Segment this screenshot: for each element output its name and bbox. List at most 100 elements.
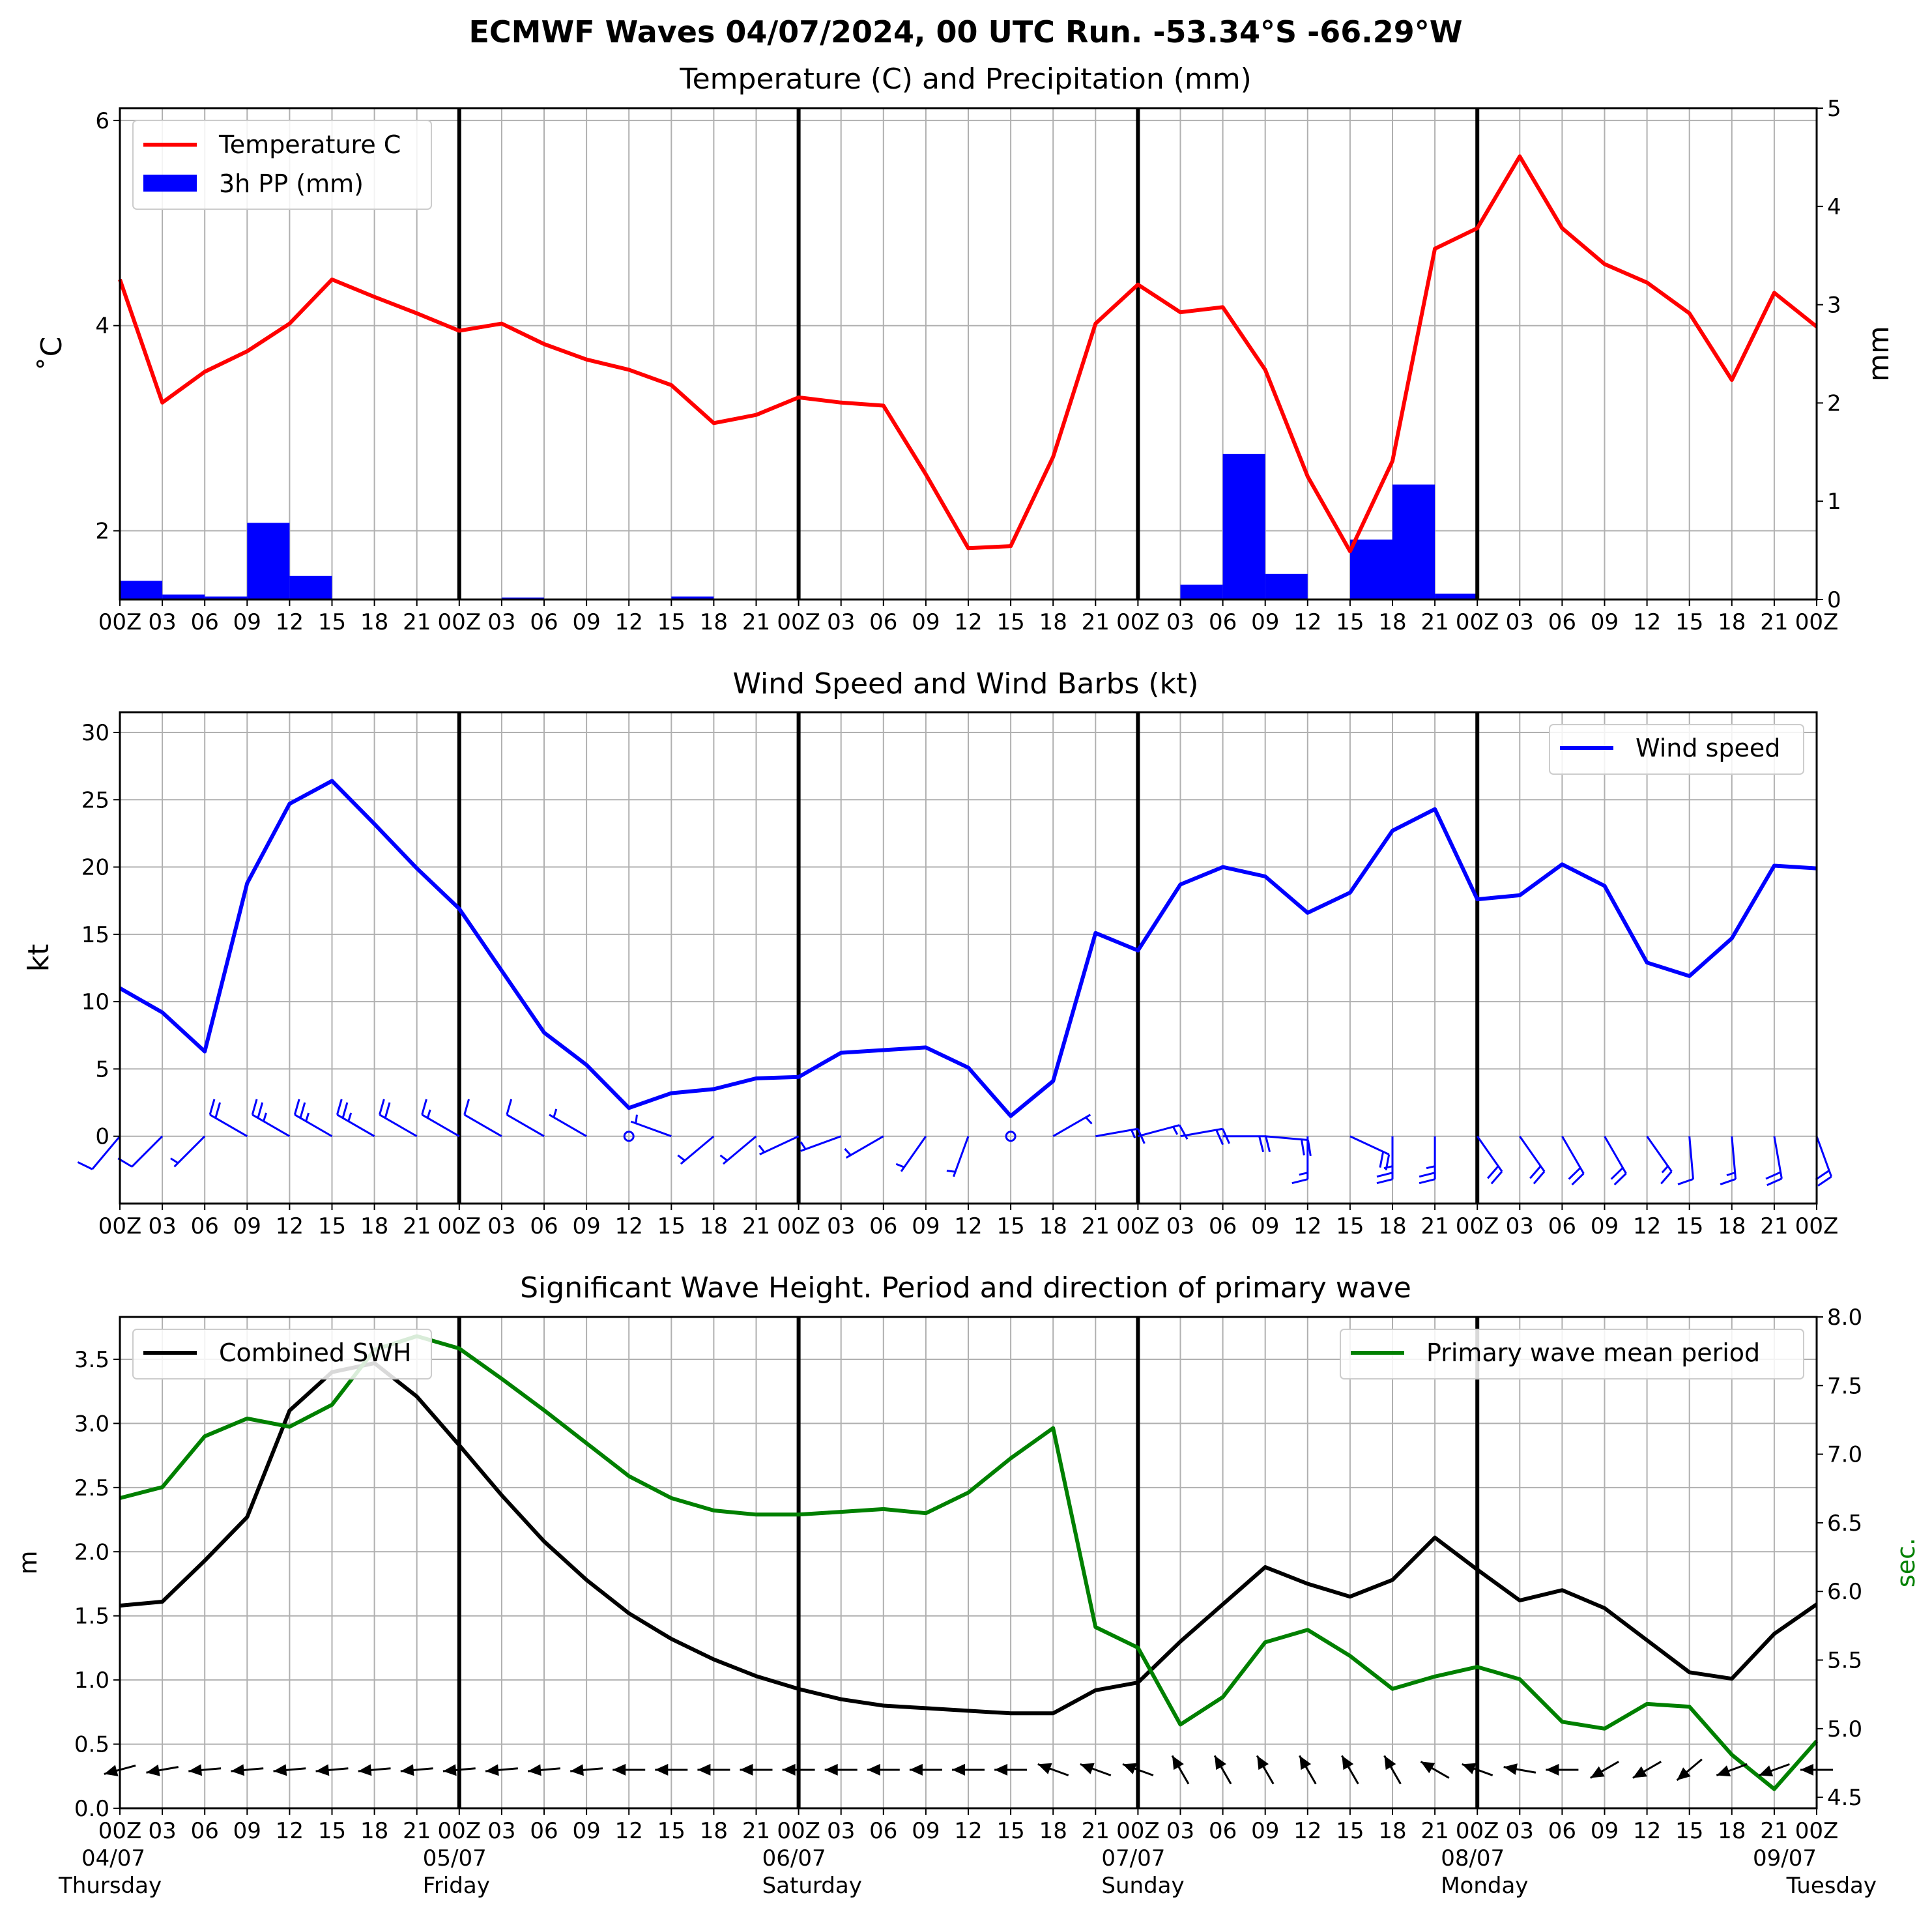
x-tick-label: 03 — [148, 1213, 176, 1239]
wind-barb-half-flag — [677, 1154, 685, 1162]
wave-arrow-head — [1800, 1763, 1813, 1776]
wave-direction-arrow — [1676, 1758, 1703, 1782]
wind-barb-half-flag — [758, 1144, 766, 1153]
wind-barb — [1419, 1136, 1436, 1185]
wave-arrow-head — [909, 1763, 923, 1776]
x-tick-label: 00Z — [1116, 1818, 1160, 1844]
x-tick-label: 18 — [700, 1818, 728, 1844]
x-tick-label: 03 — [1166, 1213, 1194, 1239]
x-tick-label: 00Z — [1795, 609, 1839, 635]
y-tick-label: 1.0 — [74, 1668, 109, 1694]
x-tick-label: 12 — [1633, 1818, 1661, 1844]
wind-barb-flag — [1419, 1172, 1435, 1178]
day-name-label: Thursday — [58, 1873, 162, 1899]
wind-barb — [421, 1099, 460, 1138]
x-tick-label: 06 — [191, 1818, 219, 1844]
wind-barb-flag — [384, 1102, 391, 1119]
panel2-grid — [119, 712, 1817, 1204]
wind-barb-staff — [1349, 1135, 1390, 1155]
x-tick-label: 21 — [742, 1818, 770, 1844]
wind-barb-half-flag — [553, 1108, 558, 1118]
wave-arrow-head — [528, 1764, 541, 1776]
wind-barb-flag — [214, 1102, 222, 1119]
wind-barb-staff — [1180, 1127, 1223, 1138]
swh-legend-box — [132, 1329, 432, 1379]
day-date-label: 09/07 — [1753, 1845, 1817, 1871]
wind-barb-flag — [1265, 1136, 1271, 1153]
x-tick-label: 12 — [1293, 609, 1321, 635]
wave-arrow-head — [231, 1764, 245, 1776]
y2-tick-label: 0 — [1827, 587, 1841, 613]
x-tick-label: 00Z — [1456, 1818, 1499, 1844]
wind-barb-half-flag — [426, 1109, 431, 1119]
wind-barb-flag — [1376, 1172, 1393, 1178]
x-tick-label: 03 — [148, 1818, 176, 1844]
y2-tick-label: 5.5 — [1827, 1648, 1862, 1674]
y2-tick-label: 8.0 — [1827, 1305, 1862, 1331]
wind-barb-flag — [257, 1102, 264, 1119]
x-tick-label: 06 — [1548, 1213, 1576, 1239]
wind-barb-staff — [1476, 1135, 1503, 1172]
wave-direction-arrow — [1383, 1755, 1402, 1785]
wind-barb-flag — [1490, 1170, 1503, 1185]
wind-barb-flag — [293, 1099, 300, 1116]
wave-direction-arrow — [1590, 1761, 1619, 1779]
wind-barb-half-flag — [844, 1148, 852, 1156]
wind-barb — [549, 1108, 587, 1138]
wind-barb-staff — [1773, 1136, 1783, 1179]
wind-barb — [1349, 1135, 1391, 1171]
wind-barb-flag — [1486, 1165, 1499, 1179]
x-tick-label: 09 — [1591, 1818, 1619, 1844]
wave-arrow-head — [782, 1763, 796, 1776]
x-tick-label: 03 — [1506, 1213, 1534, 1239]
x-tick-label: 21 — [403, 1213, 431, 1239]
x-tick-label: 00Z — [1116, 1213, 1160, 1239]
wind-barb-staff — [800, 1135, 842, 1152]
x-tick-label: 15 — [1336, 1213, 1364, 1239]
wind-panel: Wind Speed and Wind Barbs (kt) 0 5 10 15 20 2… — [22, 667, 1838, 1239]
wind-barb — [1646, 1135, 1673, 1185]
wave-arrow-head — [1420, 1761, 1435, 1774]
wave-arrow-head — [1215, 1755, 1226, 1770]
x-tick-label: 00Z — [777, 609, 820, 635]
x-tick-label: 06 — [1548, 1818, 1576, 1844]
wave-arrow-head — [867, 1763, 880, 1776]
wind-barb-staff — [463, 1114, 502, 1138]
wave-direction-arrow — [1503, 1763, 1536, 1775]
wave-arrow-head — [1299, 1755, 1312, 1770]
y2-tick-label: 7.0 — [1827, 1442, 1862, 1468]
wind-barb-staff — [1646, 1135, 1673, 1172]
wind-barb-flag — [1613, 1172, 1627, 1186]
x-tick-label: 21 — [742, 1213, 770, 1239]
wave-direction-arrow — [358, 1764, 391, 1776]
x-tick-label: 03 — [827, 609, 855, 635]
x-tick-label: 00Z — [438, 1213, 482, 1239]
x-tick-label: 18 — [360, 1213, 388, 1239]
wave-direction-arrow — [697, 1763, 730, 1776]
x-tick-label: 06 — [869, 1818, 897, 1844]
x-tick-label: 15 — [996, 1818, 1024, 1844]
x-tick-label: 21 — [1760, 1818, 1788, 1844]
x-tick-label: 21 — [1082, 1818, 1110, 1844]
precip-bar — [1222, 454, 1265, 599]
x-tick-label: 15 — [1675, 1213, 1703, 1239]
wave-direction-arrow — [1299, 1755, 1317, 1785]
wind-barb-calm — [1005, 1131, 1016, 1142]
panel2-legend: Wind speed — [1549, 724, 1804, 775]
wave-direction-arrow — [1546, 1763, 1579, 1776]
wind-barb-flag — [299, 1102, 306, 1119]
y-tick-label: 3.0 — [74, 1411, 109, 1437]
wave-direction-arrow — [1037, 1763, 1069, 1776]
x-tick-label: 03 — [1506, 1818, 1534, 1844]
x-tick-label: 06 — [191, 609, 219, 635]
y2-tick-label: 4 — [1827, 194, 1841, 220]
wind-barb — [800, 1135, 842, 1152]
wave-arrow-head — [570, 1764, 584, 1776]
wave-direction-arrow — [146, 1764, 179, 1776]
x-tick-label: 15 — [657, 609, 685, 635]
wind-barb-flag — [1258, 1136, 1265, 1153]
x-tick-label: 21 — [1082, 1213, 1110, 1239]
wind-barb-half-flag — [635, 1114, 638, 1124]
wind-barb-flag — [506, 1099, 513, 1116]
